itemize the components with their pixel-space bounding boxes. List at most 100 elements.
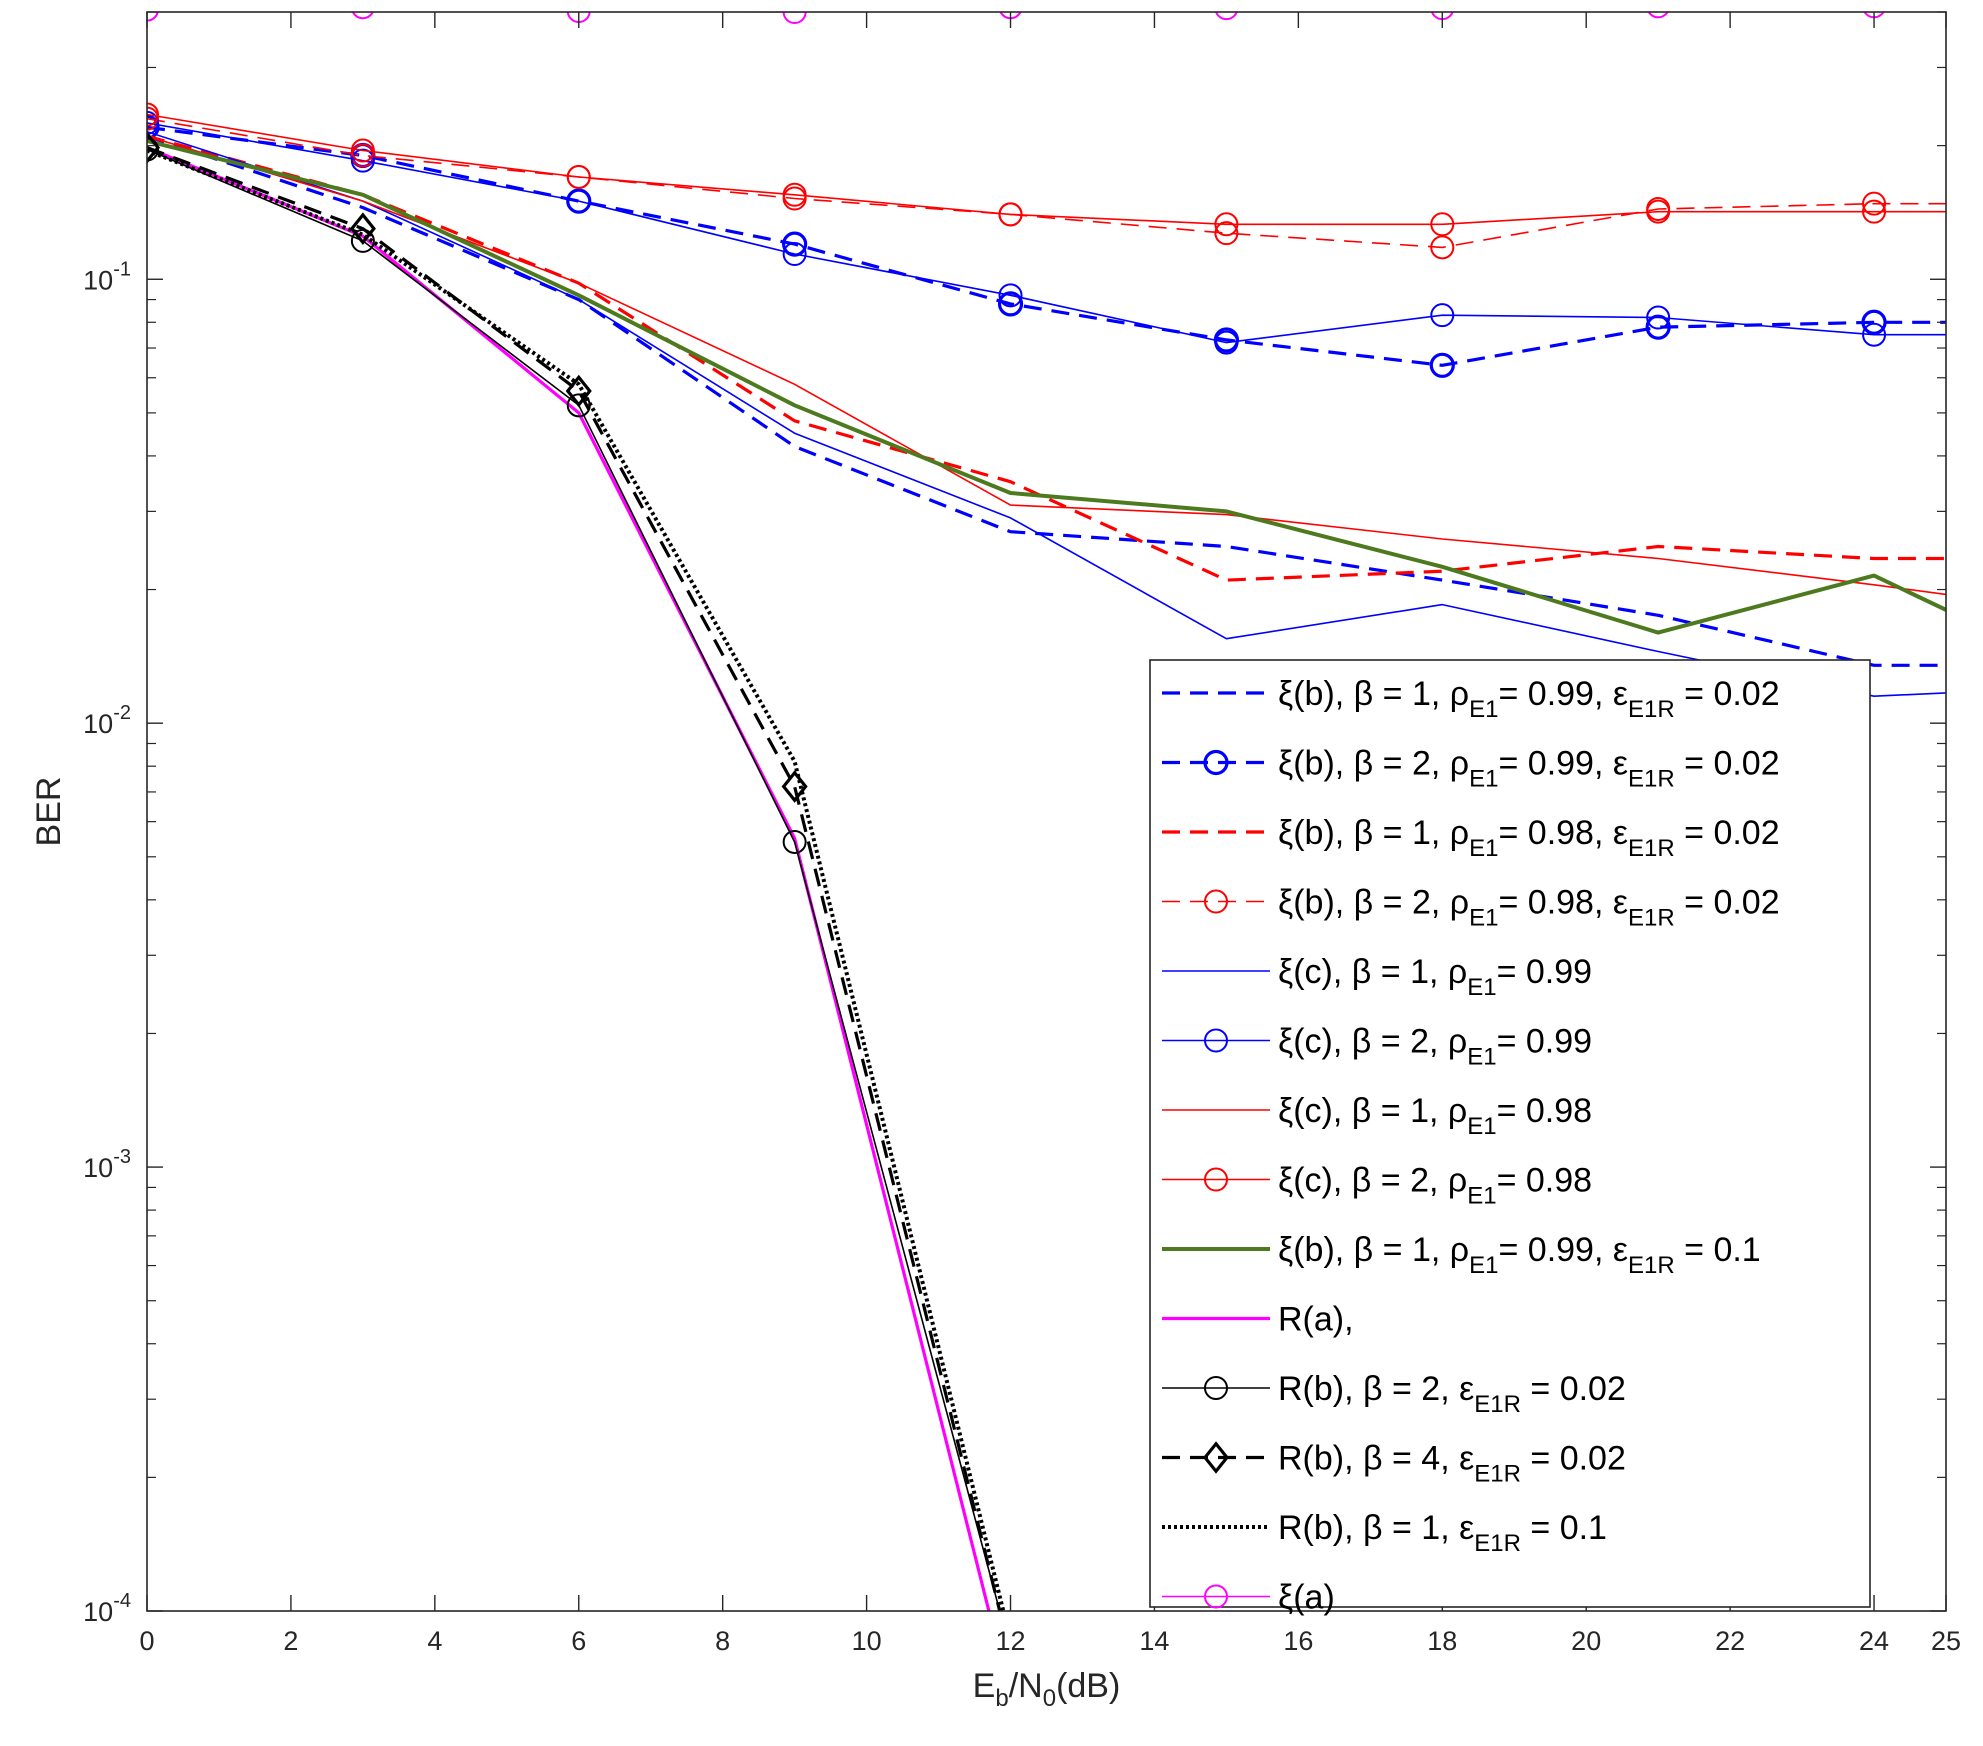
data-point — [1862, 199, 1887, 224]
data-point — [998, 202, 1023, 227]
data-point — [1214, 330, 1239, 355]
legend-label: ξ(c), β = 1, ρE1= 0.99 — [1278, 953, 1592, 1001]
data-point — [782, 242, 807, 267]
x-tick-label: 0 — [139, 1626, 154, 1656]
data-point — [566, 164, 591, 189]
legend-label: ξ(c), β = 2, ρE1= 0.99 — [1278, 1023, 1592, 1071]
data-point — [351, 12, 374, 20]
legend-label: ξ(b), β = 1, ρE1= 0.99, εE1R = 0.1 — [1278, 1231, 1761, 1279]
x-tick-label: 20 — [1571, 1626, 1601, 1656]
series-13 — [147, 148, 1006, 1611]
data-point — [1204, 1584, 1228, 1609]
data-point — [1861, 309, 1887, 335]
legend-entry: ξ(a) — [1162, 1579, 1335, 1617]
x-tick-label: 6 — [571, 1626, 586, 1656]
legend-label: R(b), β = 4, εE1R = 0.02 — [1278, 1440, 1626, 1488]
legend-label: ξ(c), β = 1, ρE1= 0.98 — [1278, 1092, 1592, 1140]
legend-label: R(b), β = 2, εE1R = 0.02 — [1278, 1370, 1626, 1418]
x-tick-label: 24 — [1859, 1626, 1889, 1656]
series-9 — [147, 138, 1946, 635]
legend: ξ(b), β = 1, ρE1= 0.99, εE1R = 0.02 ξ(b),… — [1149, 659, 1871, 1617]
data-point — [1204, 1376, 1228, 1400]
x-tick-label: 8 — [715, 1626, 730, 1656]
series-line — [147, 146, 1002, 1611]
data-point — [147, 102, 159, 127]
data-point — [782, 12, 807, 24]
series-10 — [147, 146, 991, 1611]
data-point — [565, 374, 592, 408]
data-point — [350, 143, 375, 168]
axes-group: 0 2 4 6 8 10 12 14 16 18 20 22 24 2510-110-210-310-4E… — [30, 11, 1961, 1712]
y-axis-title: BER — [30, 777, 68, 847]
data-point — [1430, 235, 1455, 260]
x-tick-label: 4 — [427, 1626, 442, 1656]
x-axis-title: Eb/N0(dB) — [973, 1667, 1121, 1712]
x-tick-label: 2 — [283, 1626, 298, 1656]
x-tick-label: 10 — [852, 1626, 882, 1656]
data-point — [350, 148, 375, 173]
legend-label: ξ(a) — [1278, 1579, 1335, 1617]
legend-label: ξ(b), β = 1, ρE1= 0.99, εE1R = 0.02 — [1278, 675, 1780, 723]
data-point — [1215, 12, 1238, 21]
data-point — [350, 138, 375, 163]
y-tick-label: 10-3 — [83, 1146, 131, 1183]
series-8 — [147, 102, 1946, 237]
legend-entry: R(b), β = 2, εE1R = 0.02 — [1162, 1370, 1626, 1418]
x-tick-label: 16 — [1283, 1626, 1313, 1656]
x-tick-label: 25 — [1931, 1626, 1961, 1656]
series-3 — [147, 134, 1946, 582]
x-tick-label: 18 — [1427, 1626, 1457, 1656]
series-line — [147, 113, 1946, 226]
data-point — [1646, 305, 1671, 330]
legend-box — [1149, 659, 1871, 1608]
data-point — [1214, 221, 1239, 246]
legend-label: R(a), — [1278, 1301, 1354, 1339]
series-line — [147, 134, 1946, 667]
series-group — [147, 12, 1946, 1611]
x-tick-label: 14 — [1139, 1626, 1169, 1656]
legend-label: ξ(b), β = 2, ρE1= 0.98, εE1R = 0.02 — [1278, 884, 1780, 932]
data-point — [781, 770, 808, 803]
data-point — [997, 291, 1024, 317]
data-point — [1429, 352, 1455, 378]
data-point — [1862, 322, 1887, 347]
axes-box — [146, 11, 1947, 1612]
legend-entry: ξ(c), β = 2, ρE1= 0.98 — [1162, 1162, 1592, 1210]
data-point — [782, 829, 807, 854]
data-point — [349, 212, 376, 245]
data-point — [566, 189, 591, 214]
data-point — [1430, 303, 1455, 328]
y-tick-label: 10-2 — [83, 702, 131, 739]
data-point — [1647, 12, 1669, 19]
data-point — [1204, 1028, 1228, 1053]
y-tick-label: 10-4 — [83, 1590, 131, 1627]
legend-entry: R(a), — [1162, 1301, 1354, 1339]
series-line — [147, 148, 1006, 1611]
series-line — [147, 122, 1946, 344]
data-point — [782, 182, 807, 207]
series-7 — [147, 135, 1946, 596]
data-point — [1204, 889, 1228, 914]
series-line — [147, 146, 991, 1611]
legend-label: ξ(b), β = 2, ρE1= 0.99, εE1R = 0.02 — [1278, 745, 1780, 793]
data-point — [1203, 749, 1229, 776]
series-line — [147, 117, 1946, 249]
data-point — [147, 131, 161, 164]
data-point — [1862, 191, 1887, 216]
x-tick-label: 22 — [1715, 1626, 1745, 1656]
x-tick-label: 12 — [995, 1626, 1025, 1656]
legend-entry: ξ(b), β = 1, ρE1= 0.99, εE1R = 0.1 — [1162, 1231, 1761, 1279]
data-point — [1202, 1441, 1230, 1474]
legend-entry: ξ(c), β = 1, ρE1= 0.99 — [1162, 953, 1592, 1001]
legend-entry: ξ(b), β = 1, ρE1= 0.98, εE1R = 0.02 — [1162, 814, 1780, 862]
legend-entry: ξ(c), β = 2, ρE1= 0.99 — [1162, 1023, 1592, 1071]
series-line — [147, 125, 1946, 367]
legend-entry: ξ(b), β = 2, ρE1= 0.99, εE1R = 0.02 — [1162, 745, 1780, 793]
data-point — [1204, 1167, 1228, 1192]
series-line — [147, 135, 1946, 596]
legend-entry: ξ(b), β = 2, ρE1= 0.98, εE1R = 0.02 — [1162, 884, 1780, 932]
data-point — [1645, 314, 1671, 340]
data-point — [782, 231, 808, 257]
data-point — [998, 283, 1023, 308]
